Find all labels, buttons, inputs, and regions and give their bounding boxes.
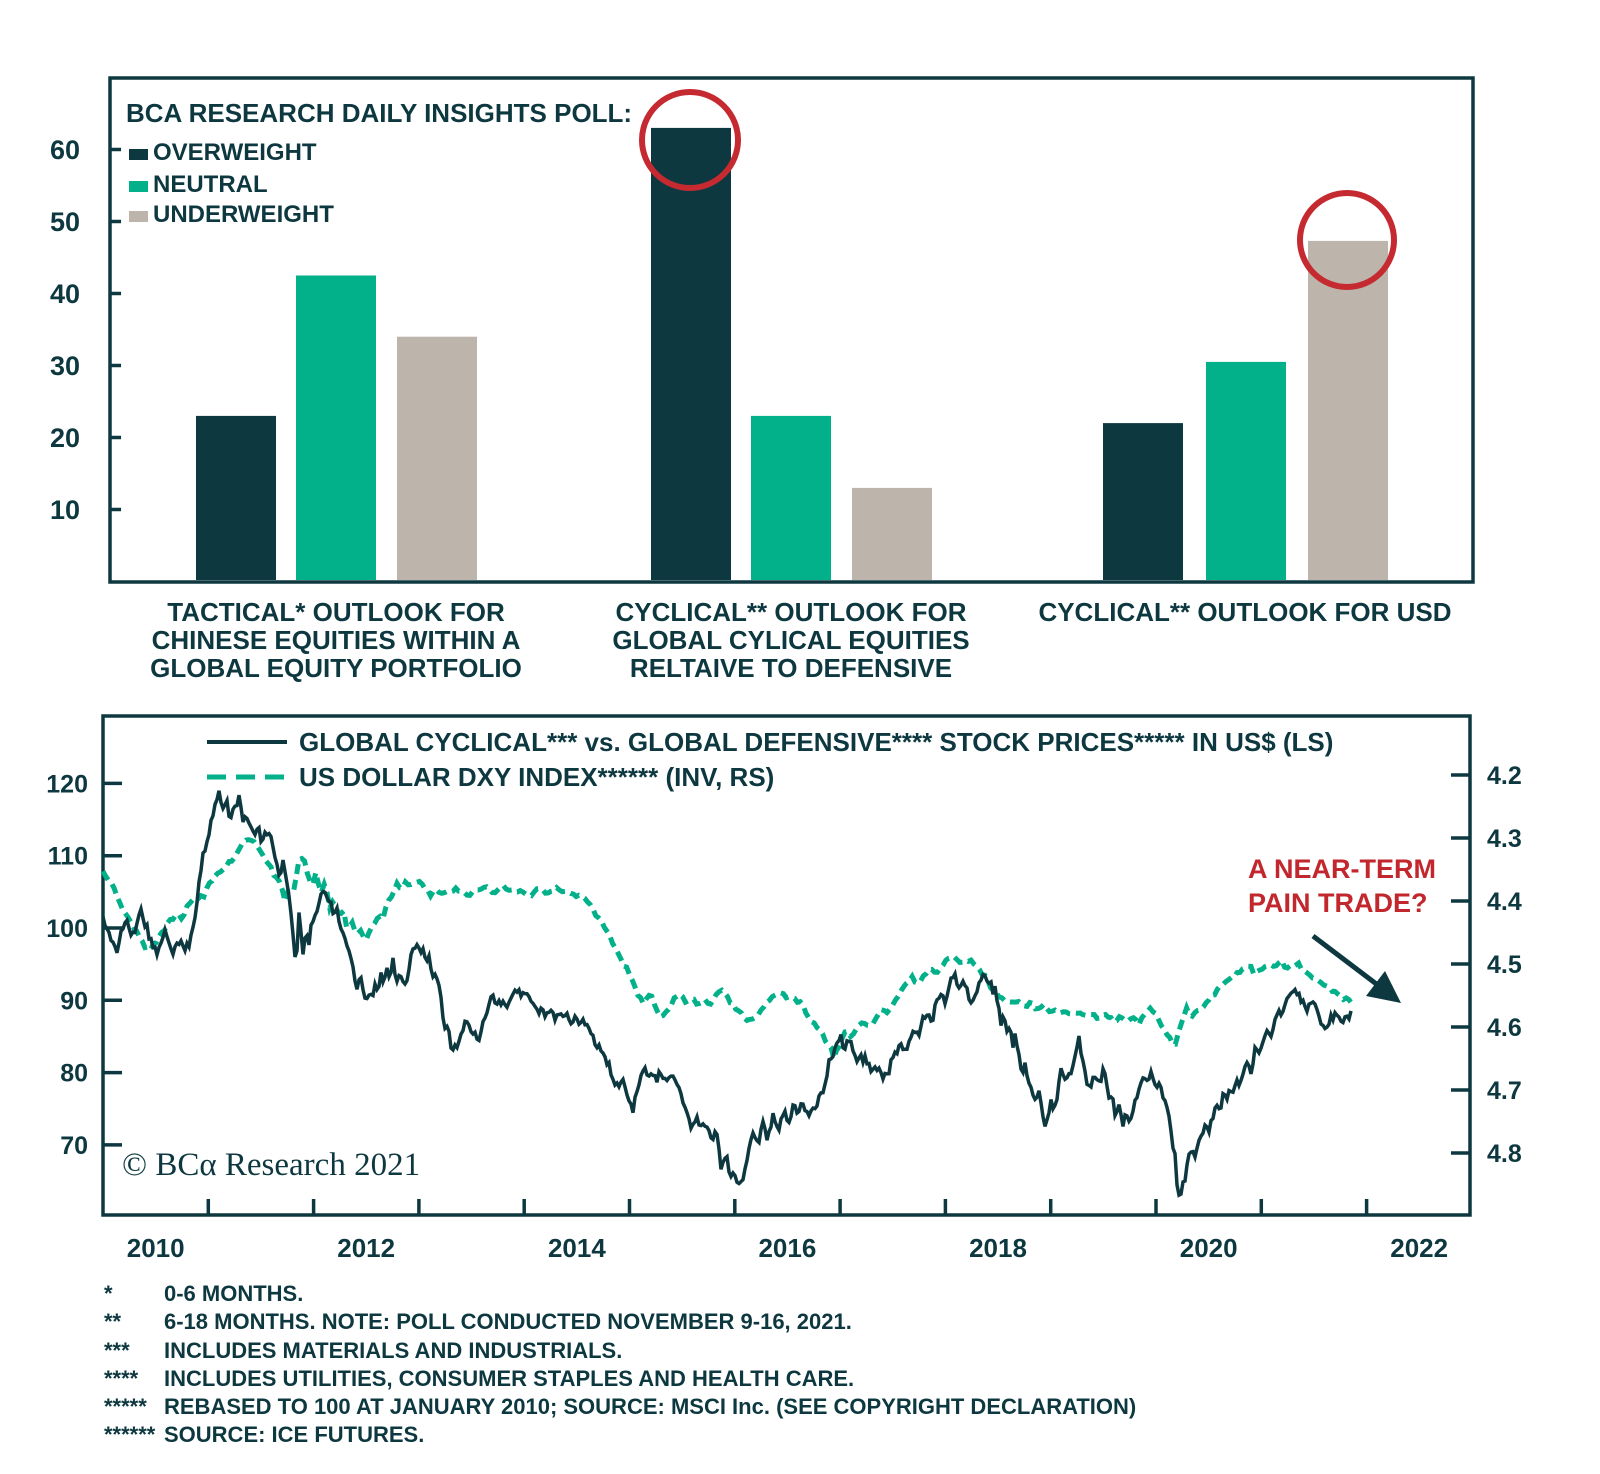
svg-text:CYCLICAL** OUTLOOK FOR: CYCLICAL** OUTLOOK FOR xyxy=(616,597,967,627)
svg-text:INCLUDES UTILITIES, CONSUMER S: INCLUDES UTILITIES, CONSUMER STAPLES AND… xyxy=(164,1366,854,1391)
svg-text:CYCLICAL** OUTLOOK FOR USD: CYCLICAL** OUTLOOK FOR USD xyxy=(1038,597,1451,627)
svg-text:UNDERWEIGHT: UNDERWEIGHT xyxy=(153,201,334,228)
svg-text:10: 10 xyxy=(50,495,80,525)
svg-text:BCA RESEARCH DAILY INSIGHTS PO: BCA RESEARCH DAILY INSIGHTS POLL: xyxy=(126,98,632,128)
svg-text:A NEAR-TERM: A NEAR-TERM xyxy=(1248,854,1436,884)
svg-text:80: 80 xyxy=(60,1060,88,1088)
svg-text:*: * xyxy=(104,1281,113,1306)
svg-text:110: 110 xyxy=(48,843,88,871)
svg-text:70: 70 xyxy=(60,1132,88,1160)
svg-text:GLOBAL CYCLICAL*** vs. GLOBAL: GLOBAL CYCLICAL*** vs. GLOBAL DEFENSIVE*… xyxy=(299,727,1333,757)
svg-text:0-6 MONTHS.: 0-6 MONTHS. xyxy=(164,1281,303,1306)
svg-text:****: **** xyxy=(104,1366,139,1391)
svg-text:2014: 2014 xyxy=(548,1233,606,1263)
svg-text:CHINESE EQUITIES WITHIN A: CHINESE EQUITIES WITHIN A xyxy=(152,625,521,655)
svg-text:120: 120 xyxy=(46,770,88,798)
svg-text:60: 60 xyxy=(50,135,80,165)
svg-text:SOURCE: ICE FUTURES.: SOURCE: ICE FUTURES. xyxy=(164,1422,424,1447)
svg-text:© BCα Research 2021: © BCα Research 2021 xyxy=(122,1147,420,1183)
svg-text:NEUTRAL: NEUTRAL xyxy=(153,171,268,198)
svg-text:**: ** xyxy=(104,1309,122,1334)
svg-text:INCLUDES MATERIALS AND INDUSTR: INCLUDES MATERIALS AND INDUSTRIALS. xyxy=(164,1338,622,1363)
svg-text:4.8: 4.8 xyxy=(1487,1140,1522,1168)
svg-text:2018: 2018 xyxy=(969,1233,1027,1263)
svg-text:4.7: 4.7 xyxy=(1487,1077,1522,1105)
svg-text:GLOBAL CYLICAL EQUITIES: GLOBAL CYLICAL EQUITIES xyxy=(612,625,969,655)
svg-text:OVERWEIGHT: OVERWEIGHT xyxy=(153,139,317,166)
svg-text:4.5: 4.5 xyxy=(1487,951,1522,979)
svg-text:REBASED TO 100 AT JANUARY 2010: REBASED TO 100 AT JANUARY 2010; SOURCE: … xyxy=(164,1394,1136,1419)
svg-text:GLOBAL EQUITY PORTFOLIO: GLOBAL EQUITY PORTFOLIO xyxy=(150,653,522,683)
svg-text:100: 100 xyxy=(46,915,88,943)
svg-text:90: 90 xyxy=(60,987,88,1015)
svg-text:***: *** xyxy=(104,1338,130,1363)
svg-text:******: ****** xyxy=(104,1422,156,1447)
svg-text:40: 40 xyxy=(50,279,80,309)
svg-text:30: 30 xyxy=(50,351,80,381)
svg-text:20: 20 xyxy=(50,423,80,453)
svg-text:2022: 2022 xyxy=(1390,1233,1448,1263)
svg-text:6-18 MONTHS. NOTE: POLL CONDUC: 6-18 MONTHS. NOTE: POLL CONDUCTED NOVEMB… xyxy=(164,1309,852,1334)
svg-text:US DOLLAR DXY INDEX****** (INV: US DOLLAR DXY INDEX****** (INV, RS) xyxy=(299,762,774,792)
svg-text:4.2: 4.2 xyxy=(1487,762,1522,790)
svg-text:PAIN TRADE?: PAIN TRADE? xyxy=(1248,888,1428,918)
svg-text:*****: ***** xyxy=(104,1394,147,1419)
svg-text:4.3: 4.3 xyxy=(1487,825,1522,853)
svg-text:4.6: 4.6 xyxy=(1487,1014,1522,1042)
svg-text:2012: 2012 xyxy=(337,1233,395,1263)
svg-text:2016: 2016 xyxy=(758,1233,816,1263)
svg-text:TACTICAL* OUTLOOK FOR: TACTICAL* OUTLOOK FOR xyxy=(167,597,505,627)
svg-text:RELTAIVE TO DEFENSIVE: RELTAIVE TO DEFENSIVE xyxy=(630,653,952,683)
svg-text:50: 50 xyxy=(50,207,80,237)
svg-text:2010: 2010 xyxy=(127,1233,185,1263)
svg-text:4.4: 4.4 xyxy=(1487,888,1522,916)
svg-text:2020: 2020 xyxy=(1180,1233,1238,1263)
